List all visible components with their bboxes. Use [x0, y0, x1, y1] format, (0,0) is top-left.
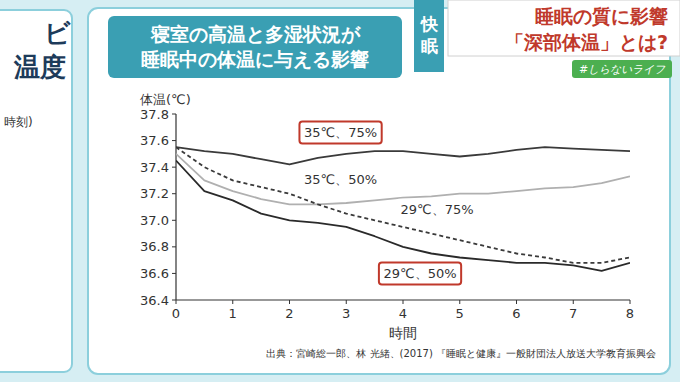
x-tick	[232, 300, 233, 304]
chart-panel	[88, 8, 670, 374]
label-box	[396, 199, 478, 221]
x-tick	[289, 300, 290, 304]
headline: 睡眠の質に影響	[535, 5, 668, 27]
y-axis-title: 体温(℃)	[140, 92, 191, 107]
y-tick	[172, 273, 176, 274]
left-panel	[0, 10, 72, 372]
x-tick-label: 5	[456, 306, 464, 321]
badge-char: 眠	[421, 36, 438, 56]
subheadline: 「深部体温」とは?	[505, 31, 668, 53]
label-box	[299, 122, 381, 144]
y-tick	[172, 300, 176, 301]
title-line: 寝室の高温と多湿状況が	[150, 23, 361, 45]
x-tick	[630, 300, 631, 304]
badge-char: 快	[420, 14, 439, 34]
hashtag-box	[572, 60, 672, 78]
y-tick-label: 37.0	[140, 213, 169, 228]
y-axis	[175, 114, 176, 300]
series-line	[176, 161, 630, 271]
x-tick	[346, 300, 347, 304]
label-box	[379, 262, 461, 284]
left-text: 温度	[13, 52, 66, 82]
x-tick	[516, 300, 517, 304]
y-tick	[172, 193, 176, 194]
x-tick	[573, 300, 574, 304]
hashtag: #しらないライフ	[579, 63, 666, 76]
badge-box	[414, 0, 444, 72]
page: ビ温度時刻) 寝室の高温と多湿状況が睡眠中の体温に与える影響 快眠 睡眠の質に影響「深…	[0, 0, 680, 382]
y-tick	[172, 167, 176, 168]
series-label: 35℃、50%	[304, 172, 377, 187]
x-tick-label: 0	[172, 306, 180, 321]
series-label: 29℃、50%	[384, 266, 457, 281]
y-tick-label: 37.4	[140, 160, 169, 175]
x-axis-title: 時間	[389, 325, 417, 341]
left-text: ビ	[44, 18, 71, 48]
badge: 快眠	[420, 14, 439, 56]
y-tick	[172, 246, 176, 247]
source: 出典：宮崎総一郎、林 光緒、(2017) 『睡眠と健康』一般財団法人放送大学教育…	[266, 348, 656, 359]
series-group	[176, 147, 630, 271]
y-tick-label: 36.8	[140, 239, 169, 254]
y-tick	[172, 140, 176, 141]
x-tick-label: 2	[285, 306, 293, 321]
y-tick	[172, 114, 176, 115]
x-tick	[403, 300, 404, 304]
x-tick-label: 4	[399, 306, 407, 321]
series-label: 35℃、75%	[304, 125, 377, 140]
title-box	[108, 16, 402, 78]
y-tick-label: 37.8	[140, 107, 169, 122]
x-tick-label: 6	[512, 306, 520, 321]
y-tick-label: 36.4	[140, 293, 169, 308]
y-tick-label: 37.2	[140, 186, 169, 201]
y-tick	[172, 220, 176, 221]
series-line	[176, 154, 630, 204]
x-tick-label: 8	[626, 306, 634, 321]
headline-box	[448, 0, 680, 56]
x-tick-label: 7	[569, 306, 577, 321]
label-box	[299, 168, 381, 190]
series-line	[176, 147, 630, 164]
y-tick-label: 37.6	[140, 133, 169, 148]
x-tick-label: 1	[229, 306, 237, 321]
x-tick-label: 3	[342, 306, 350, 321]
series-label: 29℃、75%	[401, 202, 474, 217]
x-tick	[176, 300, 177, 304]
title-line: 睡眠中の体温に与える影響	[141, 48, 369, 70]
left-text: 時刻)	[4, 115, 33, 129]
title: 寝室の高温と多湿状況が睡眠中の体温に与える影響	[141, 23, 369, 70]
y-tick-label: 36.6	[140, 266, 169, 281]
x-tick	[459, 300, 460, 304]
